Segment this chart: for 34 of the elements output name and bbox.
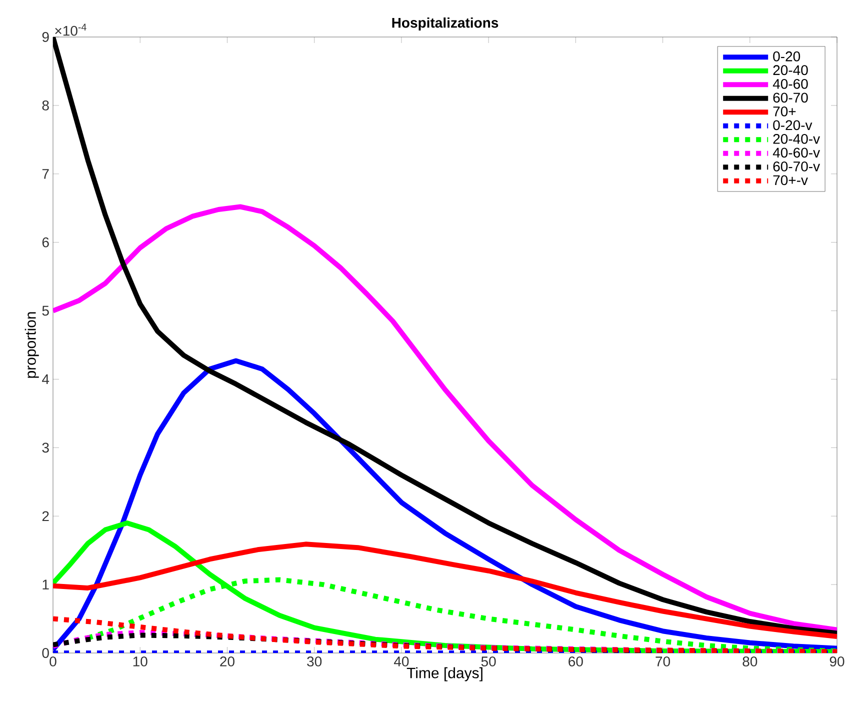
y-tick-label: 0 [42, 648, 49, 658]
x-tick-label: 20 [220, 656, 234, 666]
y-tick-label: 3 [42, 442, 49, 453]
legend-label: 70+ [773, 106, 796, 116]
legend-label: 0-20 [773, 51, 800, 62]
x-tick-label: 30 [307, 656, 322, 666]
legend-label: 60-70-v [773, 161, 820, 172]
y-tick-label: 8 [42, 100, 49, 110]
x-tick-label: 40 [394, 656, 409, 666]
y-tick-label: 6 [42, 237, 49, 248]
legend-label: 70+-v [773, 175, 808, 186]
x-tick-label: 50 [481, 656, 496, 666]
y-tick-label: 9 [42, 32, 49, 42]
y-tick-label: 7 [42, 169, 49, 179]
legend-label: 20-40 [773, 65, 808, 76]
legend-label: 0-20-v [773, 120, 812, 130]
y-tick-label: 1 [42, 580, 49, 590]
legend-label: 40-60-v [772, 148, 820, 158]
x-tick-label: 0 [50, 656, 56, 666]
y-tick-label: 4 [42, 374, 50, 384]
y-axis-title: proportion [24, 312, 39, 378]
x-tick-label: 80 [742, 656, 758, 666]
x-tick-label: 60 [568, 656, 583, 666]
y-tick-label: 2 [42, 511, 49, 521]
x-tick-label: 90 [830, 656, 844, 666]
x-axis-title: Time [days] [406, 667, 482, 682]
x-tick-label: 10 [133, 656, 148, 666]
y-tick-label: 5 [42, 306, 49, 316]
legend-label: 20-40-v [773, 134, 820, 144]
legend-label: 60-70 [773, 92, 808, 103]
x-tick-label: 70 [656, 656, 670, 666]
legend-label: 40-60 [772, 78, 808, 89]
text: ×10$^{-4}$ [55, 24, 86, 36]
chart-title: Hospitalizations [392, 17, 498, 31]
